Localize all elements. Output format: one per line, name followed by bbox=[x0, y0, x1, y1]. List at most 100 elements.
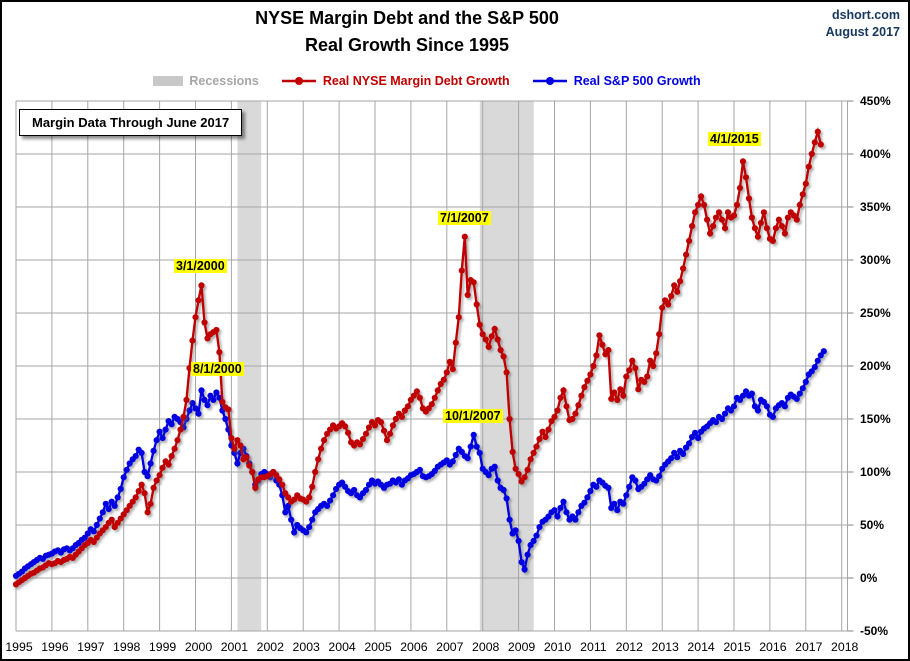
sp500-point bbox=[416, 466, 423, 473]
sp500-point bbox=[820, 348, 827, 355]
margin-debt-point bbox=[449, 366, 456, 373]
margin-debt-point bbox=[799, 191, 806, 198]
sp500-point bbox=[721, 410, 729, 417]
margin-debt-point bbox=[704, 216, 711, 223]
margin-debt-point bbox=[721, 225, 729, 232]
sp500-point bbox=[327, 497, 334, 504]
margin-debt-point bbox=[781, 230, 789, 237]
legend: Recessions Real NYSE Margin Debt Growth … bbox=[2, 74, 852, 88]
sp500-point bbox=[102, 500, 109, 507]
sp500-point bbox=[536, 524, 543, 531]
margin-debt-point bbox=[249, 468, 256, 476]
y-axis-tick-label: 200% bbox=[860, 359, 891, 373]
margin-debt-point bbox=[608, 395, 615, 402]
sp500-point bbox=[147, 460, 154, 467]
x-axis-tick-label: 1998 bbox=[113, 640, 141, 654]
sp500-point bbox=[760, 398, 768, 406]
margin-debt-point bbox=[695, 201, 702, 208]
sp500-point bbox=[156, 428, 163, 435]
sp500-point bbox=[742, 388, 750, 395]
margin-debt-point bbox=[527, 456, 534, 463]
margin-debt-point bbox=[506, 415, 513, 423]
margin-debt-point bbox=[748, 214, 756, 221]
margin-debt-point bbox=[554, 407, 561, 414]
sp500-point bbox=[557, 504, 564, 512]
source-site: dshort.com bbox=[831, 8, 900, 22]
sp500-point bbox=[781, 403, 789, 410]
margin-debt-point bbox=[276, 476, 283, 483]
sp500-point bbox=[192, 405, 199, 412]
sp500-point bbox=[204, 402, 211, 409]
y-axis-tick-label: 250% bbox=[860, 306, 891, 320]
margin-debt-point bbox=[416, 394, 423, 401]
margin-debt-point bbox=[428, 401, 435, 408]
margin-debt-point bbox=[494, 336, 501, 343]
margin-debt-point bbox=[650, 362, 657, 370]
sp500-point bbox=[680, 450, 687, 458]
margin-debt-point bbox=[156, 472, 163, 479]
sp500-point bbox=[303, 529, 310, 536]
sp500-point bbox=[138, 449, 145, 456]
margin-debt-point bbox=[488, 333, 495, 340]
margin-debt-point bbox=[692, 209, 699, 216]
margin-debt-point bbox=[665, 301, 672, 308]
legend-item-sp500: Real S&P 500 Growth bbox=[532, 74, 701, 88]
sp500-point bbox=[473, 443, 480, 450]
sp500-point bbox=[114, 494, 121, 501]
margin-debt-point bbox=[404, 403, 411, 410]
sp500-point bbox=[769, 413, 777, 420]
margin-debt-point bbox=[560, 387, 567, 394]
y-axis-tick-label: 350% bbox=[860, 200, 891, 214]
margin-debt-point bbox=[793, 216, 800, 223]
sp500-point bbox=[581, 499, 588, 506]
margin-debt-series bbox=[12, 126, 824, 588]
margin-debt-point bbox=[198, 282, 205, 289]
margin-debt-point bbox=[362, 430, 370, 437]
sp500-point bbox=[201, 396, 208, 403]
sp500-point bbox=[330, 492, 337, 499]
margin-debt-point bbox=[817, 141, 824, 148]
margin-debt-point bbox=[129, 498, 136, 505]
sp500-point bbox=[748, 390, 756, 397]
margin-debt-point bbox=[383, 437, 391, 444]
margin-debt-point bbox=[587, 371, 594, 378]
sp500-point bbox=[476, 449, 483, 456]
margin-debt-point bbox=[318, 445, 325, 452]
sp500-point bbox=[611, 500, 618, 507]
margin-debt-point bbox=[458, 267, 465, 274]
margin-debt-point bbox=[715, 209, 723, 216]
sp500-point bbox=[105, 506, 112, 513]
margin-debt-point bbox=[491, 325, 498, 332]
margin-debt-point bbox=[521, 474, 528, 481]
x-axis-tick-label: 1999 bbox=[149, 640, 177, 654]
source-attribution: dshort.com August 2017 bbox=[826, 7, 900, 41]
margin-debt-point bbox=[656, 331, 663, 338]
legend-item-margin-debt: Real NYSE Margin Debt Growth bbox=[281, 74, 510, 88]
sp500-point bbox=[620, 500, 627, 507]
y-axis-tick-label: 400% bbox=[860, 147, 891, 161]
margin-debt-point bbox=[677, 278, 684, 285]
sp500-point bbox=[117, 485, 124, 493]
y-axis-tick-label: 150% bbox=[860, 412, 891, 426]
sp500-point bbox=[671, 449, 678, 456]
margin-debt-point bbox=[620, 392, 627, 399]
sp500-point bbox=[763, 403, 771, 410]
margin-debt-point bbox=[563, 403, 570, 410]
margin-debt-point bbox=[784, 214, 792, 221]
margin-debt-point bbox=[473, 301, 480, 308]
sp500-point bbox=[324, 502, 331, 509]
x-axis-tick-label: 2017 bbox=[795, 640, 823, 654]
margin-debt-point bbox=[584, 377, 591, 384]
sp500-point bbox=[222, 415, 229, 423]
margin-debt-point bbox=[195, 297, 202, 304]
margin-debt-point bbox=[530, 449, 537, 456]
sp500-point bbox=[291, 529, 298, 536]
sp500-point bbox=[614, 507, 621, 514]
line-dot-marker-icon bbox=[532, 77, 567, 85]
margin-debt-point bbox=[123, 507, 130, 514]
margin-debt-point bbox=[216, 349, 223, 356]
margin-debt-point bbox=[183, 396, 190, 403]
sp500-point bbox=[144, 473, 151, 480]
legend-label-sp500: Real S&P 500 Growth bbox=[573, 74, 701, 88]
x-axis-tick-label: 2016 bbox=[759, 640, 787, 654]
